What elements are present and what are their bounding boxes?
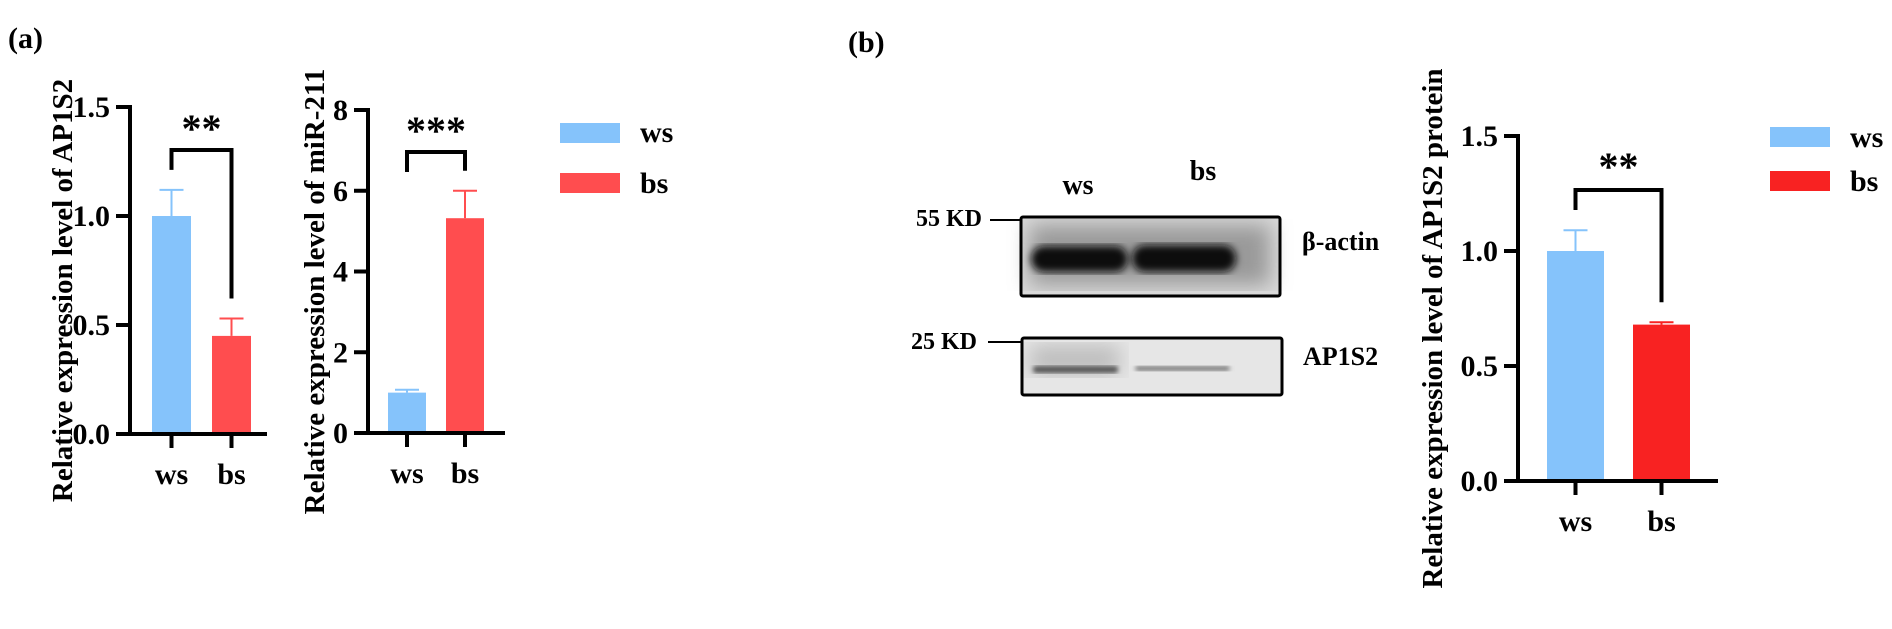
- bar-ws: [1547, 251, 1604, 481]
- y-tick-label: 4: [333, 256, 348, 289]
- x-tick-label-ws: ws: [1559, 505, 1592, 538]
- y-tick-label: 1.5: [1461, 120, 1499, 153]
- x-tick-label-bs: bs: [1647, 505, 1675, 538]
- marker-25kd: 25 KD: [911, 329, 977, 355]
- band-label-beta-actin: β-actin: [1302, 227, 1380, 256]
- legend-label-ws: ws: [640, 116, 673, 149]
- significance-bracket: [1573, 188, 1664, 303]
- x-tick-label-bs: bs: [451, 457, 479, 490]
- x-tick-label-ws: ws: [155, 458, 188, 491]
- legend-swatch-ws: [1770, 127, 1830, 147]
- significance-bracket: [169, 148, 234, 299]
- legend-label-ws: ws: [1850, 121, 1883, 154]
- legend-swatch-bs: [1770, 171, 1830, 191]
- bar-chart-3: ws bs 0.0 0.5 1.0 1.5 Relative expression leve…: [1417, 68, 1718, 589]
- bar-bs: [446, 218, 484, 433]
- significance-label: **: [182, 106, 222, 151]
- y-tick-label: 8: [333, 94, 348, 127]
- band-label-ap1s2: AP1S2: [1303, 342, 1378, 371]
- y-tick-label: 0.5: [1461, 350, 1499, 383]
- x-tick-label-bs: bs: [217, 458, 245, 491]
- significance-label: **: [1599, 144, 1639, 189]
- bar-ws: [388, 392, 426, 433]
- x-tick-label-ws: ws: [390, 457, 423, 490]
- y-axis-label: Relative expression level of AP1S2 prote…: [1417, 68, 1449, 588]
- legend-swatch-ws: [560, 123, 620, 143]
- legend-label-bs: bs: [1850, 165, 1878, 198]
- legend-a: ws bs: [560, 116, 673, 200]
- significance-bracket: [405, 150, 467, 172]
- bar-ws: [152, 216, 191, 434]
- panel-label-b: (b): [848, 26, 885, 59]
- y-tick-label: 0.0: [1461, 465, 1499, 498]
- y-axis-label: Relative expression level of miR-211: [299, 69, 331, 515]
- y-tick-label: 0.0: [73, 418, 111, 451]
- blot-panel-beta-actin: [1019, 215, 1282, 298]
- legend-label-bs: bs: [640, 167, 668, 200]
- y-axis-label: Relative expression level of AP1S2: [47, 79, 79, 502]
- y-tick-label: 0: [333, 417, 348, 450]
- legend-b: ws bs: [1770, 121, 1883, 198]
- panel-label-a: (a): [8, 22, 43, 55]
- significance-label: ***: [406, 108, 466, 153]
- lane-label-bs: bs: [1190, 156, 1217, 187]
- bar-bs: [1633, 324, 1690, 481]
- western-blot: ws bs 55 KD 25 KD β-actin AP1S2: [911, 156, 1380, 397]
- y-tick-label: 1.0: [73, 200, 111, 233]
- marker-55kd: 55 KD: [916, 206, 982, 232]
- lane-label-ws: ws: [1062, 170, 1093, 201]
- y-tick-label: 1.5: [73, 91, 111, 124]
- y-tick-label: 2: [333, 336, 348, 369]
- bar-bs: [212, 335, 251, 434]
- y-tick-label: 6: [333, 175, 348, 208]
- y-tick-label: 1.0: [1461, 235, 1499, 268]
- blot-panel-ap1s2: [1020, 336, 1284, 397]
- y-tick-label: 0.5: [73, 309, 111, 342]
- legend-swatch-bs: [560, 173, 620, 193]
